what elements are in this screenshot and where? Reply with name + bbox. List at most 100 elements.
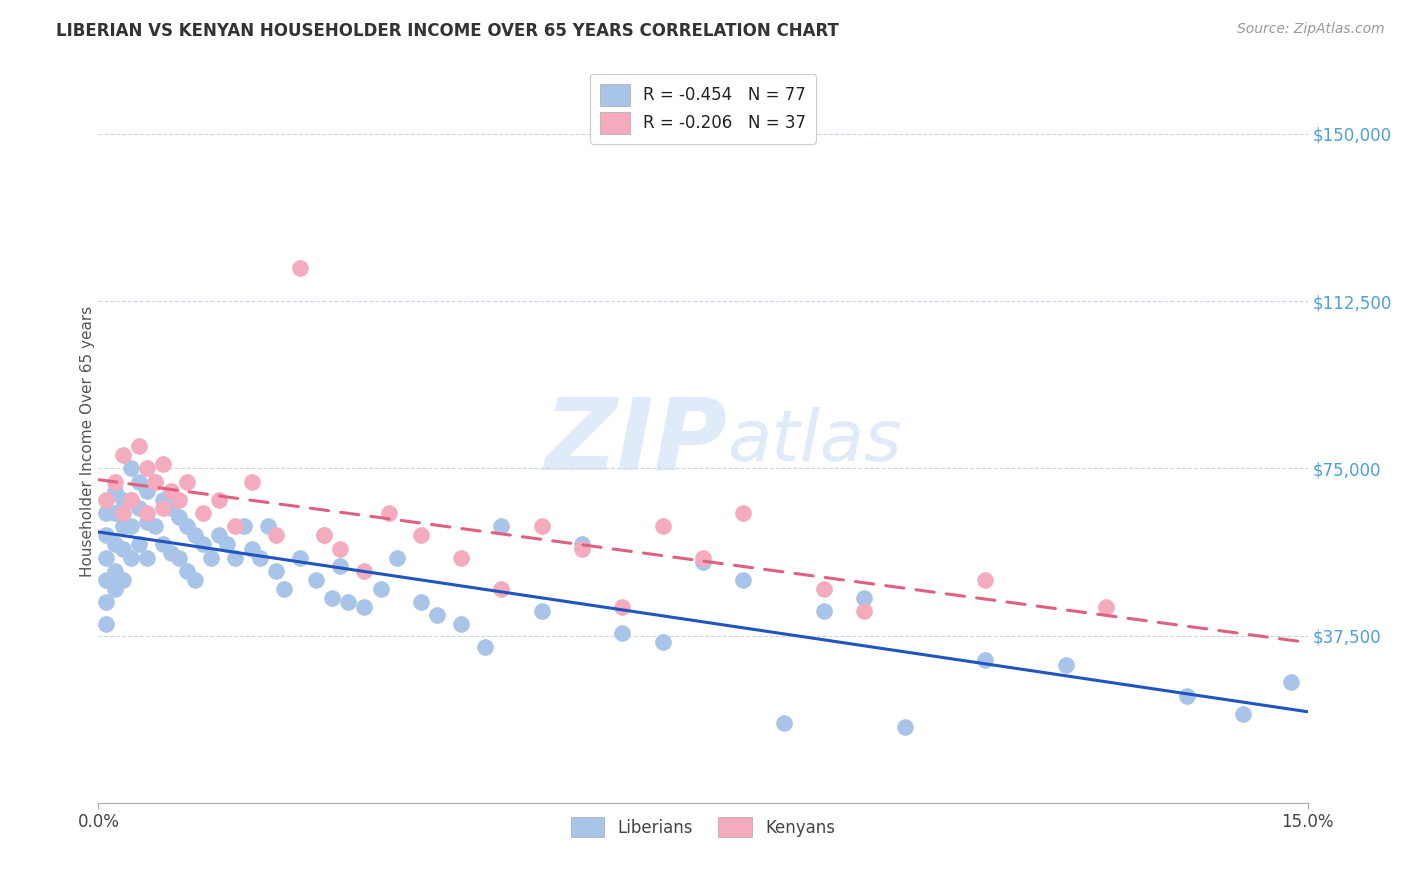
Point xyxy=(176,519,198,533)
Point xyxy=(111,506,134,520)
Point xyxy=(692,555,714,569)
Text: LIBERIAN VS KENYAN HOUSEHOLDER INCOME OVER 65 YEARS CORRELATION CHART: LIBERIAN VS KENYAN HOUSEHOLDER INCOME OV… xyxy=(56,22,839,40)
Point xyxy=(409,595,432,609)
Point xyxy=(491,582,513,596)
Point xyxy=(651,519,673,533)
Point xyxy=(193,506,215,520)
Point xyxy=(314,528,336,542)
Point xyxy=(1175,689,1198,703)
Point xyxy=(111,492,134,507)
Point xyxy=(120,519,142,533)
Point xyxy=(813,582,835,596)
Point xyxy=(96,506,118,520)
Point xyxy=(167,550,190,565)
Point xyxy=(160,483,183,498)
Point xyxy=(167,492,190,507)
Point xyxy=(103,506,125,520)
Point xyxy=(853,591,876,605)
Point xyxy=(111,519,134,533)
Point xyxy=(152,492,174,507)
Point xyxy=(96,528,118,542)
Point xyxy=(1281,675,1303,690)
Point xyxy=(120,550,142,565)
Point xyxy=(111,541,134,556)
Point xyxy=(135,461,157,475)
Point xyxy=(491,519,513,533)
Point xyxy=(200,550,222,565)
Point xyxy=(96,550,118,565)
Text: ZIP: ZIP xyxy=(544,393,727,490)
Text: Source: ZipAtlas.com: Source: ZipAtlas.com xyxy=(1237,22,1385,37)
Point xyxy=(288,550,311,565)
Point xyxy=(329,559,352,574)
Point xyxy=(353,564,375,578)
Point xyxy=(184,573,207,587)
Text: atlas: atlas xyxy=(727,407,901,476)
Point xyxy=(813,604,835,618)
Point xyxy=(240,541,263,556)
Point xyxy=(450,617,472,632)
Point xyxy=(224,519,246,533)
Point xyxy=(135,506,157,520)
Point xyxy=(450,550,472,565)
Point xyxy=(135,515,157,529)
Point xyxy=(377,506,399,520)
Point xyxy=(772,715,794,730)
Point xyxy=(176,475,198,489)
Point xyxy=(103,564,125,578)
Point xyxy=(96,492,118,507)
Point xyxy=(370,582,392,596)
Point xyxy=(135,550,157,565)
Point xyxy=(128,475,150,489)
Point xyxy=(974,573,997,587)
Point xyxy=(103,483,125,498)
Point xyxy=(733,506,755,520)
Point xyxy=(160,501,183,516)
Point xyxy=(128,501,150,516)
Point xyxy=(143,475,166,489)
Point xyxy=(353,599,375,614)
Point xyxy=(152,501,174,516)
Point xyxy=(232,519,254,533)
Point xyxy=(264,528,287,542)
Point xyxy=(530,519,553,533)
Point xyxy=(1232,706,1254,721)
Point xyxy=(128,537,150,551)
Point xyxy=(152,457,174,471)
Point xyxy=(103,537,125,551)
Point xyxy=(208,492,231,507)
Point xyxy=(612,626,634,640)
Point xyxy=(305,573,328,587)
Point xyxy=(612,599,634,614)
Point xyxy=(143,475,166,489)
Point xyxy=(193,537,215,551)
Point xyxy=(385,550,408,565)
Point xyxy=(120,492,142,507)
Point xyxy=(160,546,183,560)
Point xyxy=(240,475,263,489)
Point xyxy=(273,582,295,596)
Point xyxy=(176,564,198,578)
Point xyxy=(184,528,207,542)
Point xyxy=(974,653,997,667)
Point xyxy=(128,439,150,453)
Point xyxy=(530,604,553,618)
Point xyxy=(571,537,593,551)
Point xyxy=(256,519,278,533)
Point xyxy=(651,635,673,649)
Point xyxy=(224,550,246,565)
Point xyxy=(329,541,352,556)
Point xyxy=(288,260,311,275)
Point xyxy=(111,448,134,462)
Point xyxy=(409,528,432,542)
Point xyxy=(426,608,449,623)
Point xyxy=(103,475,125,489)
Point xyxy=(103,582,125,596)
Y-axis label: Householder Income Over 65 years: Householder Income Over 65 years xyxy=(80,306,94,577)
Point xyxy=(120,492,142,507)
Point xyxy=(135,483,157,498)
Point xyxy=(571,541,593,556)
Point xyxy=(208,528,231,542)
Point xyxy=(152,537,174,551)
Legend: Liberians, Kenyans: Liberians, Kenyans xyxy=(562,809,844,845)
